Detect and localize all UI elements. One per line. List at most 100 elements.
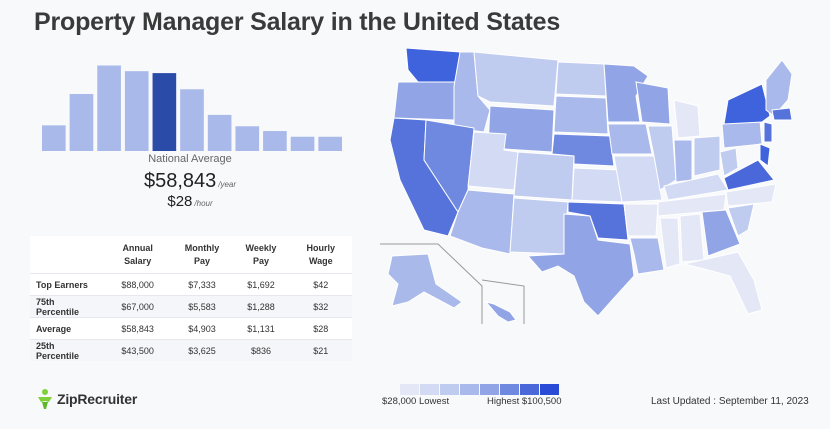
state-new-jersey[interactable] bbox=[763, 121, 773, 143]
histogram-bar bbox=[235, 126, 260, 151]
header-monthly-text: Monthly Pay bbox=[184, 242, 220, 266]
state-west-virginia[interactable] bbox=[719, 147, 739, 177]
inset-border-hawaii bbox=[481, 279, 525, 324]
state-new-york[interactable] bbox=[723, 83, 771, 125]
cell-weekly: $1,131 bbox=[232, 317, 290, 340]
state-south-dakota[interactable] bbox=[553, 95, 609, 135]
table-header-annual: Annual Salary bbox=[103, 236, 172, 274]
cell-weekly: $836 bbox=[232, 339, 290, 361]
cell-annual: $88,000 bbox=[103, 273, 172, 296]
state-minnesota[interactable] bbox=[603, 63, 649, 123]
state-kansas[interactable] bbox=[571, 167, 623, 203]
legend-swatch bbox=[500, 384, 519, 395]
table-header-hourly: Hourly Wage bbox=[289, 236, 352, 274]
state-new-england[interactable] bbox=[765, 59, 793, 117]
hourly-value: $28 bbox=[167, 193, 193, 210]
logo-text: ZipRecruiter bbox=[57, 391, 138, 407]
legend-swatch bbox=[420, 384, 439, 395]
histogram-bar bbox=[180, 89, 204, 151]
state-north-dakota[interactable] bbox=[555, 61, 607, 97]
row-label: 25th Percentile bbox=[30, 339, 104, 361]
state-louisiana[interactable] bbox=[629, 237, 665, 275]
cell-monthly: $3,625 bbox=[171, 339, 233, 361]
state-new-mexico[interactable] bbox=[509, 197, 569, 255]
state-wisconsin[interactable] bbox=[635, 81, 671, 125]
national-average-hourly: $28/hour bbox=[40, 193, 340, 210]
state-north-carolina[interactable] bbox=[725, 183, 777, 207]
state-maryland[interactable] bbox=[759, 143, 771, 167]
header-hourly-text: Hourly Wage bbox=[306, 242, 336, 266]
ziprecruiter-logo-icon bbox=[38, 389, 52, 409]
cell-annual: $43,500 bbox=[103, 339, 172, 361]
last-updated: Last Updated : September 11, 2023 bbox=[651, 396, 809, 407]
cell-weekly: $1,692 bbox=[232, 273, 290, 296]
state-arkansas[interactable] bbox=[623, 203, 659, 237]
inset-border bbox=[380, 243, 483, 324]
ziprecruiter-logo[interactable]: ZipRecruiter bbox=[36, 388, 137, 410]
row-label: 75th Percentile bbox=[30, 295, 104, 318]
cell-monthly: $7,333 bbox=[171, 273, 233, 296]
state-south-carolina[interactable] bbox=[727, 203, 755, 237]
state-oregon[interactable] bbox=[393, 81, 459, 121]
cell-hourly: $42 bbox=[289, 273, 352, 296]
header-weekly-text: Weekly Pay bbox=[245, 242, 277, 266]
histogram-bar bbox=[263, 131, 287, 151]
us-map-svg bbox=[380, 47, 793, 324]
map-legend bbox=[400, 382, 560, 400]
state-missouri[interactable] bbox=[613, 155, 663, 203]
cell-monthly: $4,903 bbox=[171, 317, 233, 340]
state-iowa[interactable] bbox=[607, 123, 653, 155]
cell-hourly: $21 bbox=[289, 339, 352, 361]
state-ohio[interactable] bbox=[693, 135, 721, 177]
state-washington[interactable] bbox=[405, 47, 461, 83]
cell-annual: $67,000 bbox=[103, 295, 172, 318]
histogram-bar bbox=[318, 136, 342, 151]
table-header-blank bbox=[30, 236, 104, 274]
hourly-unit: /hour bbox=[194, 199, 213, 208]
state-florida[interactable] bbox=[683, 251, 763, 315]
row-label: Top Earners bbox=[30, 273, 104, 296]
cell-hourly: $32 bbox=[289, 295, 352, 318]
histogram-bar bbox=[97, 65, 121, 151]
legend-swatch bbox=[480, 384, 499, 395]
histogram-bar bbox=[42, 125, 66, 151]
table-header-row: Annual Salary Monthly Pay Weekly Pay Hou… bbox=[30, 236, 352, 274]
us-salary-map bbox=[378, 40, 798, 330]
state-colorado[interactable] bbox=[513, 151, 575, 201]
table-row: Average $58,843 $4,903 $1,131 $28 bbox=[30, 317, 352, 340]
national-average-label: National Average bbox=[148, 153, 232, 165]
histogram-bar bbox=[207, 114, 232, 151]
page-title: Property Manager Salary in the United St… bbox=[34, 8, 561, 36]
histogram-svg bbox=[42, 65, 342, 151]
table-row: Top Earners $88,000 $7,333 $1,692 $42 bbox=[30, 273, 352, 296]
table-header-weekly: Weekly Pay bbox=[232, 236, 290, 274]
legend-low-label: $28,000 Lowest bbox=[382, 396, 450, 407]
state-georgia[interactable] bbox=[701, 209, 741, 257]
histogram-bar-national-average bbox=[152, 73, 177, 151]
cell-hourly: $28 bbox=[289, 317, 352, 340]
state-alaska[interactable] bbox=[387, 253, 463, 309]
salary-table: Annual Salary Monthly Pay Weekly Pay Hou… bbox=[30, 236, 352, 361]
state-massachusetts[interactable] bbox=[771, 107, 793, 121]
table-row: 75th Percentile $67,000 $5,583 $1,288 $3… bbox=[30, 295, 352, 318]
table-row: 25th Percentile $43,500 $3,625 $836 $21 bbox=[30, 339, 352, 361]
state-texas[interactable] bbox=[526, 213, 635, 317]
legend-swatch bbox=[440, 384, 459, 395]
histogram-bar bbox=[290, 136, 315, 151]
state-indiana[interactable] bbox=[673, 139, 693, 183]
state-mississippi[interactable] bbox=[659, 217, 681, 269]
legend-swatch bbox=[540, 384, 559, 395]
state-alabama[interactable] bbox=[679, 213, 705, 263]
state-michigan[interactable] bbox=[673, 99, 701, 139]
state-montana[interactable] bbox=[473, 51, 559, 107]
legend-swatch bbox=[400, 384, 419, 395]
national-average-annual: $58,843/year bbox=[40, 170, 340, 193]
cell-weekly: $1,288 bbox=[232, 295, 290, 318]
state-hawaii[interactable] bbox=[484, 301, 517, 323]
histogram-bar bbox=[124, 71, 149, 151]
state-virginia[interactable] bbox=[723, 159, 775, 191]
annual-unit: /year bbox=[218, 180, 237, 189]
legend-high-label: Highest $100,500 bbox=[487, 396, 562, 407]
cell-monthly: $5,583 bbox=[171, 295, 233, 318]
row-label: Average bbox=[30, 317, 104, 340]
